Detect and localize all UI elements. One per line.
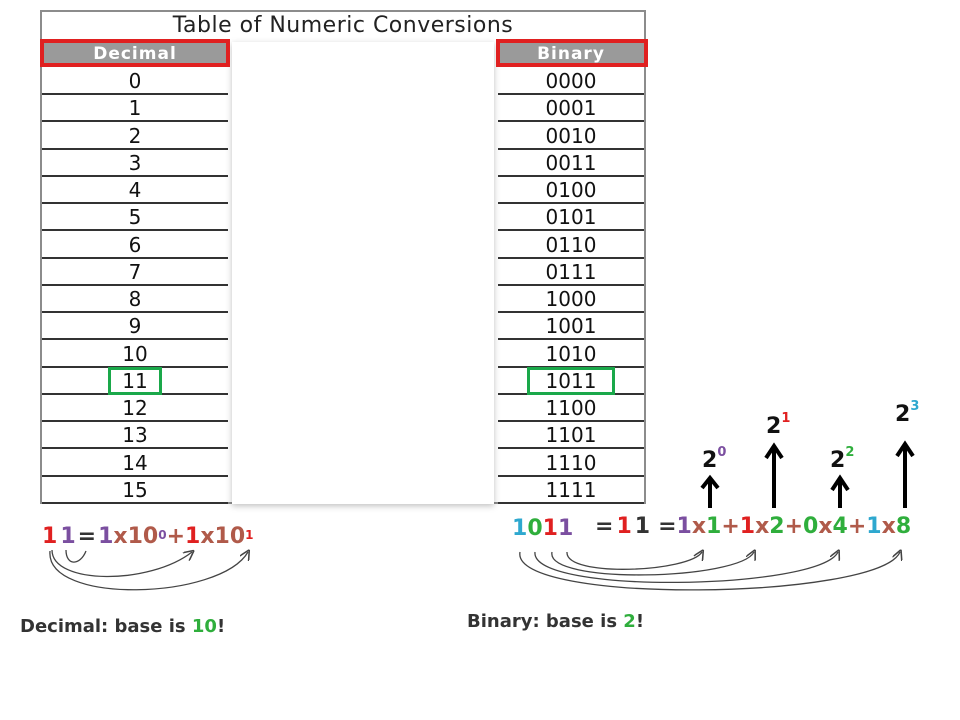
decimal-header: Decimal [42, 42, 228, 66]
decimal-cell: 5 [42, 204, 228, 232]
decimal-cell: 4 [42, 177, 228, 204]
binary-cell: 0101 [498, 204, 644, 232]
binary-cell: 1100 [498, 395, 644, 422]
binary-cell: 0111 [498, 259, 644, 286]
decimal-cell: 7 [42, 259, 228, 286]
decimal-column: Decimal 0 1 2 3 4 5 6 7 8 9 10 11 12 13 14 15 [42, 42, 228, 504]
decimal-header-highlight [40, 39, 230, 67]
binary-cell: 1101 [498, 422, 644, 450]
curve-bin-4 [534, 552, 838, 584]
binary-cell: 0000 [498, 68, 644, 95]
decimal-cell: 6 [42, 232, 228, 259]
power-2-3: 23 [895, 399, 920, 427]
binary-cell: 1010 [498, 341, 644, 368]
arrowhead-2-3 [895, 440, 915, 458]
binary-cell: 1000 [498, 286, 644, 313]
power-2-1: 21 [766, 411, 791, 439]
decimal-cell: 10 [42, 341, 228, 368]
decimal-cell: 0 [42, 68, 228, 95]
binary-1011-highlight [527, 367, 615, 395]
decimal-curves [49, 549, 248, 591]
blank-panel [232, 42, 494, 504]
binary-digits: 1011 [512, 516, 574, 541]
binary-cell: 0001 [498, 95, 644, 123]
binary-cell: 0010 [498, 123, 644, 150]
decimal-cell: 2 [42, 123, 228, 150]
binary-equation: = 1 1 =1x1+1x2+0x4+1x8 [595, 514, 912, 539]
decimal-equation: 1 1=1x100+1x101 [42, 524, 254, 549]
binary-column: Binary 0000 0001 0010 0011 0100 0101 0110 0111 1… [498, 42, 644, 504]
curve-dec-3 [65, 549, 87, 563]
arrowhead-2-2 [830, 474, 850, 492]
binary-cell: 0110 [498, 232, 644, 259]
curve-bin-1 [566, 552, 702, 570]
binary-curves [519, 552, 900, 591]
binary-header-highlight [496, 39, 648, 67]
binary-cell: 1110 [498, 450, 644, 477]
binary-cell: 1111 [498, 477, 644, 504]
binary-header: Binary [498, 42, 644, 66]
decimal-cell: 9 [42, 313, 228, 341]
power-arrows [700, 440, 915, 508]
curve-dec-1 [51, 550, 192, 578]
decimal-caption: Decimal: base is 10! [20, 616, 226, 637]
curve-bin-2 [551, 552, 754, 576]
binary-caption: Binary: base is 2! [467, 611, 645, 632]
decimal-11-highlight [108, 367, 162, 395]
binary-cell: 0100 [498, 177, 644, 204]
decimal-cell: 12 [42, 395, 228, 422]
binary-cell: 0011 [498, 150, 644, 177]
power-2-2: 22 [830, 445, 855, 473]
decimal-cell: 1 [42, 95, 228, 123]
arrowhead-2-1 [764, 442, 784, 460]
decimal-cell: 14 [42, 450, 228, 477]
curve-bin-8 [519, 552, 900, 591]
decimal-cell: 8 [42, 286, 228, 313]
decimal-cell: 13 [42, 422, 228, 450]
table-title: Table of Numeric Conversions [172, 13, 514, 38]
decimal-cell: 3 [42, 150, 228, 177]
binary-cell: 1001 [498, 313, 644, 341]
curve-dec-2 [49, 551, 248, 591]
decimal-cell: 15 [42, 477, 228, 504]
arrowhead-2-0 [700, 474, 720, 490]
power-2-0: 20 [702, 445, 727, 473]
